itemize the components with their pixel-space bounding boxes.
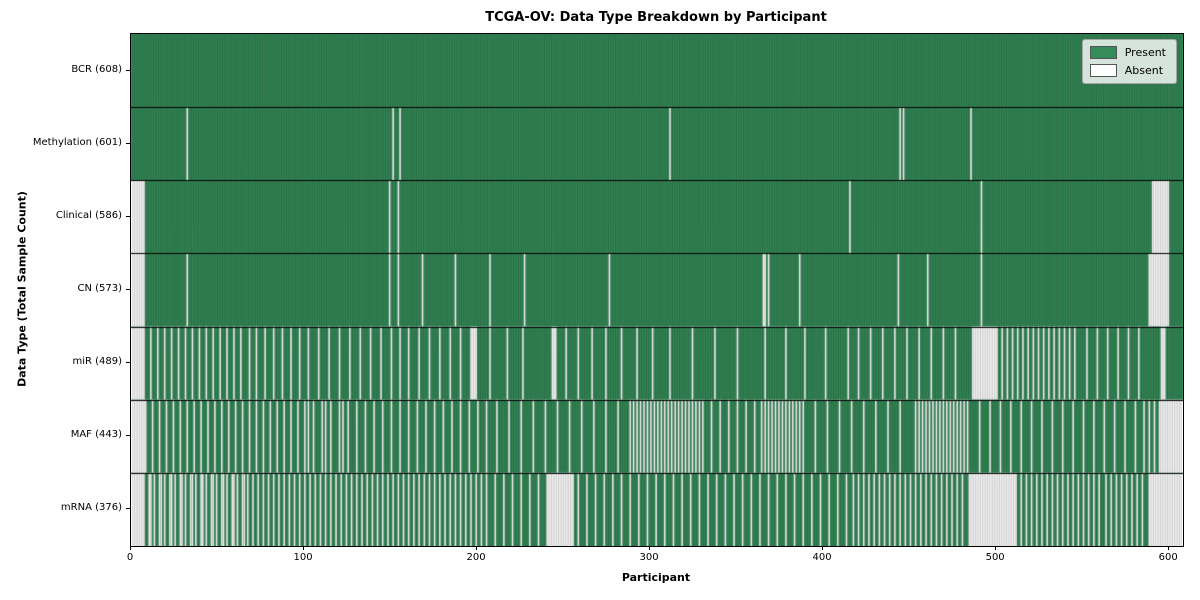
- legend-absent-label: Absent: [1124, 64, 1164, 77]
- y-tick-mark: [126, 70, 130, 71]
- x-tick-label: 600: [1158, 552, 1178, 563]
- x-tick-label: 500: [985, 552, 1005, 563]
- x-tick-mark: [995, 546, 996, 550]
- x-tick-mark: [649, 546, 650, 550]
- legend-item-absent: Absent: [1089, 64, 1166, 77]
- y-tick-mark: [126, 143, 130, 144]
- absent-swatch: [1089, 64, 1117, 77]
- legend-item-present: Present: [1089, 46, 1166, 59]
- y-tick-mark: [126, 508, 130, 509]
- heatmap-canvas: [131, 34, 1183, 546]
- y-tick-label: MAF (443): [70, 429, 122, 441]
- y-tick-label: CN (573): [77, 283, 122, 294]
- y-tick-mark: [126, 216, 130, 217]
- x-tick-mark: [303, 546, 304, 550]
- legend: Present Absent: [1081, 39, 1177, 84]
- chart-title: TCGA-OV: Data Type Breakdown by Particip…: [485, 10, 827, 25]
- y-tick-label: miR (489): [72, 356, 122, 368]
- x-tick-label: 300: [639, 552, 659, 563]
- y-tick-label: BCR (608): [71, 63, 122, 75]
- y-tick-label: Clinical (586): [55, 209, 122, 221]
- x-tick-label: 100: [293, 552, 313, 563]
- x-tick-mark: [130, 546, 131, 550]
- x-tick-label: 400: [812, 552, 832, 563]
- y-tick-label: mRNA (376): [60, 502, 122, 514]
- y-tick-mark: [126, 435, 130, 436]
- x-tick-label: 200: [466, 552, 486, 563]
- plot-area: Present Absent: [130, 33, 1184, 547]
- y-tick-label: Methylation (601): [32, 136, 122, 148]
- y-tick-mark: [126, 362, 130, 363]
- x-axis-label: Participant: [621, 571, 691, 584]
- x-tick-mark: [822, 546, 823, 550]
- legend-present-label: Present: [1124, 46, 1166, 59]
- x-tick-label: 0: [126, 552, 134, 563]
- x-tick-mark: [1168, 546, 1169, 550]
- y-tick-mark: [126, 289, 130, 290]
- present-swatch: [1089, 46, 1117, 59]
- x-tick-mark: [476, 546, 477, 550]
